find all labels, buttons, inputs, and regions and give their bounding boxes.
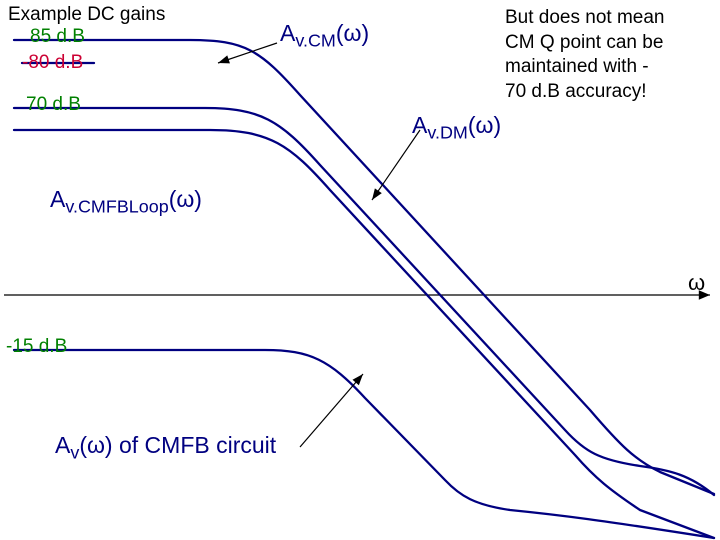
avdm-sub: v.DM xyxy=(427,123,468,143)
label-avcmfb-circuit: Av(ω) of CMFB circuit xyxy=(55,432,276,463)
label-avcmfbloop: Av.CMFBLoop(ω) xyxy=(50,186,202,217)
avdm-omega: (ω) xyxy=(468,112,501,138)
note-line3: maintained with - xyxy=(505,55,665,80)
avcmfbckt-sub: v xyxy=(70,443,79,463)
avcmfb-omega: (ω) xyxy=(169,186,202,212)
avcmfbckt-rest: (ω) of CMFB circuit xyxy=(79,432,276,458)
note-line4: 70 d.B accuracy! xyxy=(505,80,665,105)
avcmfbckt-A: A xyxy=(55,432,70,458)
avcmfb-sub: v.CMFBLoop xyxy=(65,197,168,217)
label-avdm: Av.DM(ω) xyxy=(412,112,501,143)
gain-85db: 85 d.B xyxy=(30,26,85,48)
label-avcm: Av.CM(ω) xyxy=(280,20,369,51)
avcm-A: A xyxy=(280,20,295,46)
note-block: But does not mean CM Q point can be main… xyxy=(505,6,665,105)
gain-neg15db: -15 d.B xyxy=(6,336,67,358)
gain-70db: 70 d.B xyxy=(26,94,81,116)
gain-neg80db: -80 d.B xyxy=(22,52,83,74)
avcmfb-A: A xyxy=(50,186,65,212)
avcm-sub: v.CM xyxy=(295,31,336,51)
example-title: Example DC gains xyxy=(8,4,165,26)
avdm-A: A xyxy=(412,112,427,138)
omega-axis-label: ω xyxy=(688,270,705,295)
note-line1: But does not mean xyxy=(505,6,665,31)
note-line2: CM Q point can be xyxy=(505,31,665,56)
avcm-omega: (ω) xyxy=(336,20,369,46)
